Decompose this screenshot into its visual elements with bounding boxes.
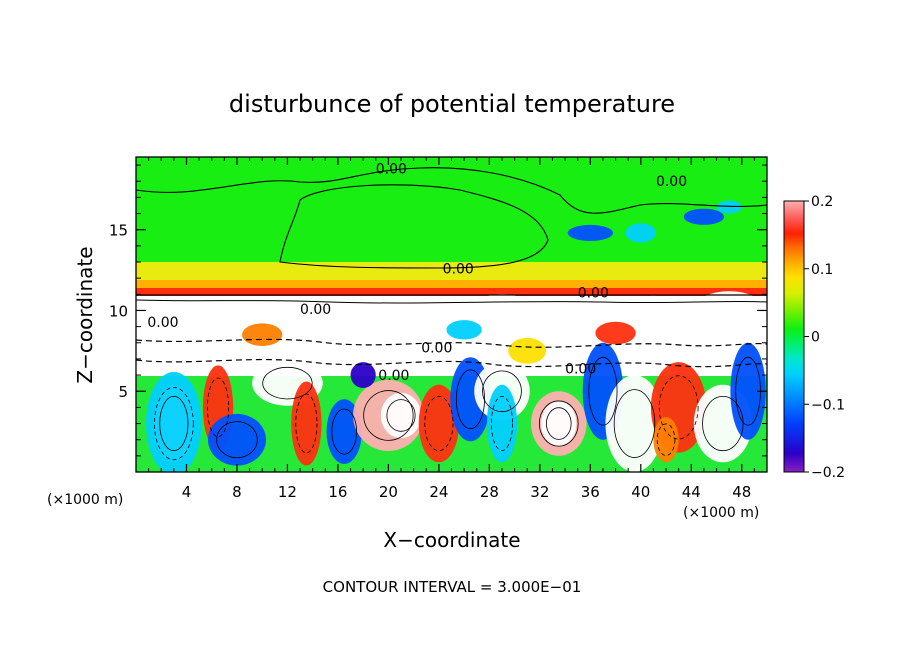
- contour-loop: [588, 356, 618, 426]
- y-tick-label: 10: [109, 302, 128, 320]
- contour-loop: [386, 399, 416, 432]
- disturbance-patch: [595, 321, 636, 345]
- contour-loop: [455, 369, 485, 430]
- disturbance-patch: [716, 200, 742, 214]
- contour-labels: 0.00 0.00 0.00 0.00 0.00 0.00 0.00 0.00 0.00: [147, 161, 687, 384]
- contour-loop: [538, 400, 579, 447]
- tropopause-orange-band: [136, 280, 767, 288]
- contour-loop: [295, 393, 318, 454]
- disturbance-patch: [446, 320, 482, 340]
- contour-loop: [702, 395, 744, 452]
- x-axis: 4 8 12 16 20 24 28 32 36 40 44 48: [148, 157, 755, 501]
- disturbance-patch: [546, 297, 610, 337]
- colorbar-ticks: 0.2 0.1 0 −0.1 −0.2: [804, 194, 845, 481]
- x-tick-label: 40: [631, 483, 650, 501]
- y-axis: 5 10 15: [109, 164, 767, 457]
- disturbance-patch: [693, 291, 765, 330]
- contour-label: 0.00: [300, 302, 331, 318]
- x-tick-label: 20: [379, 483, 398, 501]
- colorbar-tick-label: 0.1: [811, 262, 833, 278]
- x-unit-label-right: (×1000 m): [683, 505, 759, 521]
- contour-loop: [546, 407, 572, 440]
- contour-loop: [262, 366, 313, 400]
- contour-zero-dome: [279, 184, 549, 269]
- contour-label: 0.00: [578, 286, 609, 302]
- contour-loop: [424, 395, 454, 452]
- contour-interval-note: CONTOUR INTERVAL = 3.000E−01: [323, 578, 582, 596]
- colorbar-tick-label: −0.1: [811, 397, 845, 413]
- x-tick-label: 48: [732, 483, 751, 501]
- disturbance-patch: [171, 304, 227, 334]
- contour-loop: [154, 386, 194, 461]
- disturbance-patch: [625, 223, 656, 243]
- x-axis-label: X−coordinate: [383, 528, 520, 552]
- contour-label: 0.00: [565, 362, 596, 378]
- y-tick-label: 5: [118, 383, 128, 401]
- disturbance-patch: [378, 304, 449, 350]
- x-tick-label: 12: [278, 483, 297, 501]
- x-tick-label: 4: [182, 483, 192, 501]
- disturbance-patch: [683, 208, 725, 225]
- disturbance-patch: [350, 362, 376, 389]
- contour-zero-upper: [136, 167, 767, 214]
- contour-label: 0.00: [147, 315, 178, 331]
- x-tick-label: 24: [429, 483, 448, 501]
- heatmap-field: [136, 157, 767, 472]
- contour-tropopause-2: [136, 299, 767, 304]
- contour-loop: [159, 395, 189, 452]
- chart-title: disturbunce of potential temperature: [229, 90, 675, 118]
- x-tick-label: 16: [328, 483, 347, 501]
- disturbance-patch: [146, 371, 202, 472]
- x-tick-label: 44: [682, 483, 701, 501]
- contour-loop: [363, 390, 414, 441]
- colorbar-tick-label: 0.2: [811, 194, 833, 210]
- disturbance-patch: [257, 297, 318, 330]
- contour-label: 0.00: [656, 174, 687, 190]
- x-tick-label: 28: [480, 483, 499, 501]
- contour-label: 0.00: [378, 368, 409, 384]
- disturbance-patch: [242, 323, 283, 347]
- y-tick-label: 15: [109, 222, 128, 240]
- disturbance-patch: [508, 337, 547, 364]
- contour-loop: [658, 375, 699, 440]
- contour-loop: [331, 408, 357, 455]
- disturbance-patch: [567, 224, 614, 241]
- contour-loop: [216, 421, 258, 459]
- x-tick-label: 8: [232, 483, 242, 501]
- x-unit-label-left: (×1000 m): [47, 492, 123, 508]
- contour-loop: [656, 423, 676, 456]
- contour-loop: [482, 370, 522, 412]
- colorbar-tick-label: 0: [811, 330, 820, 346]
- contour-loop: [613, 389, 656, 458]
- colorbar-tick-label: −0.2: [811, 465, 845, 481]
- y-axis-label: Z−coordinate: [73, 246, 97, 383]
- contour-dashed-band: [136, 338, 767, 348]
- x-tick-label: 36: [581, 483, 600, 501]
- contour-label: 0.00: [443, 261, 474, 277]
- contour-dashed-band-2: [136, 358, 767, 368]
- contour-loop: [490, 395, 513, 452]
- contour-label: 0.00: [376, 161, 407, 177]
- disturbance-patch: [470, 294, 534, 327]
- x-tick-label: 32: [530, 483, 549, 501]
- tropopause-red-band: [136, 288, 767, 296]
- contour-label: 0.00: [421, 341, 452, 357]
- tropopause-yellow-band: [136, 262, 767, 280]
- stratosphere-band: [136, 157, 767, 277]
- contour-loop: [207, 377, 230, 438]
- colorbar: [783, 200, 805, 473]
